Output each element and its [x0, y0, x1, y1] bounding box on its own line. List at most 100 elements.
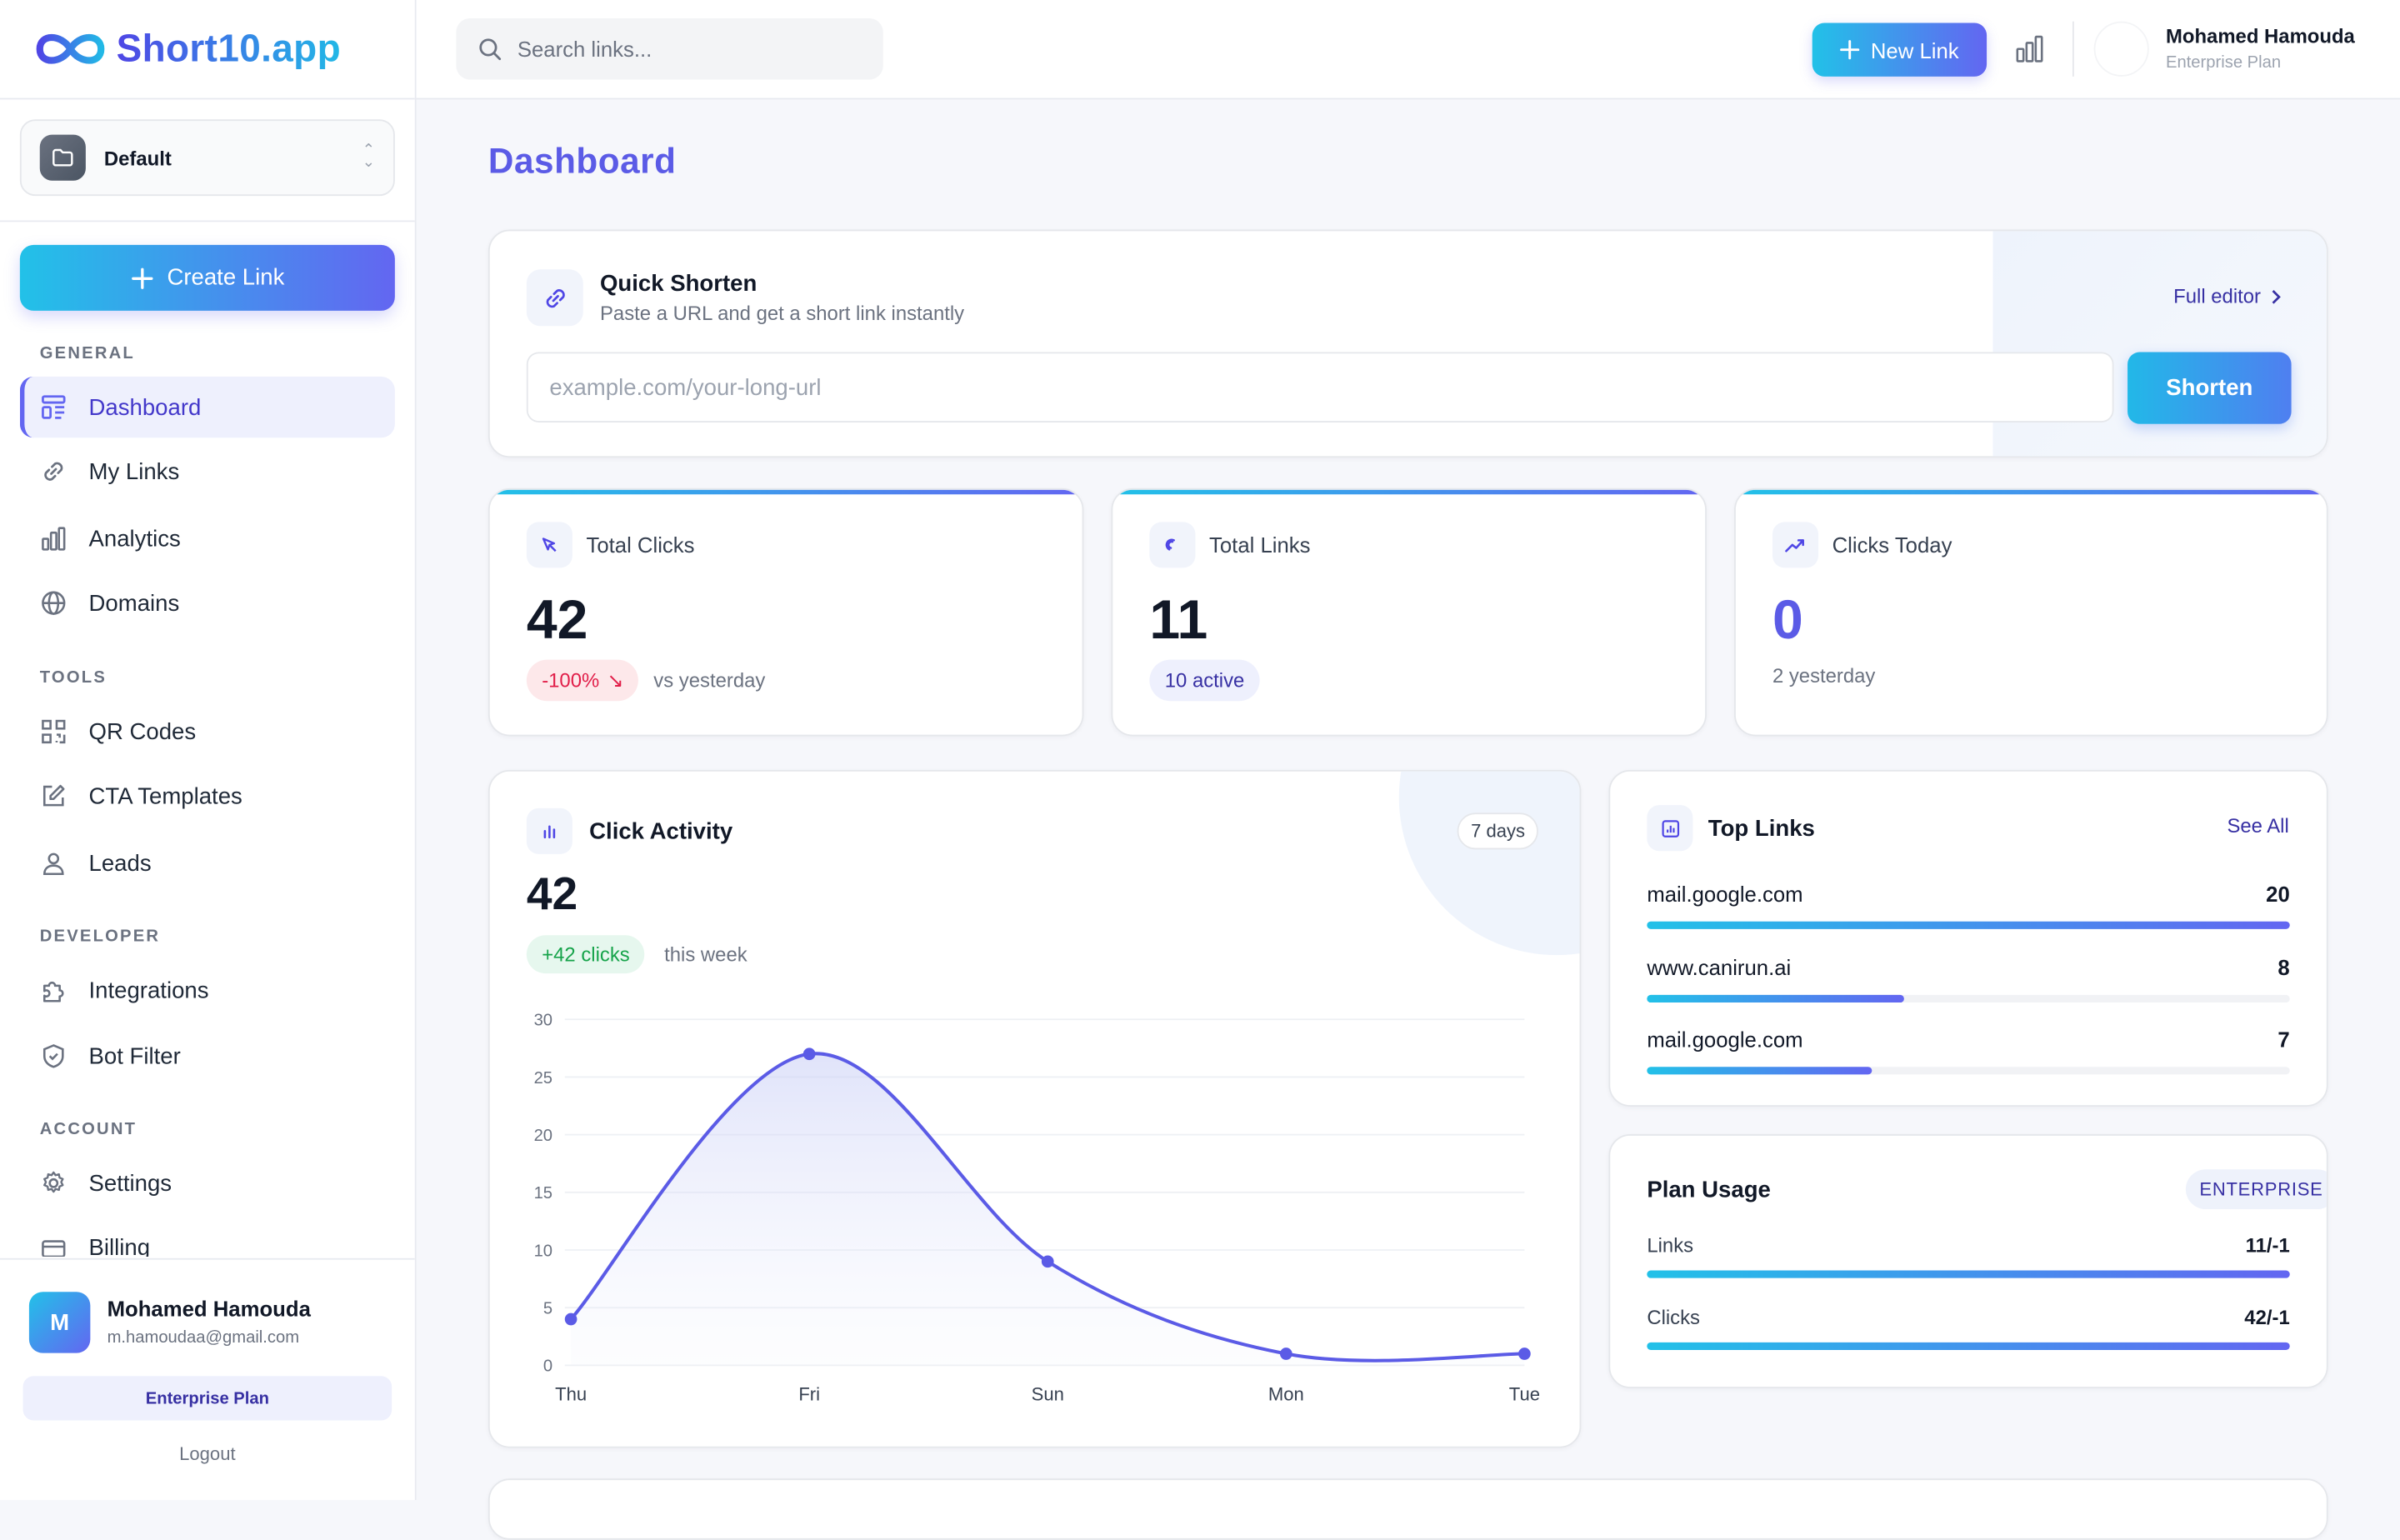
search-box[interactable] — [456, 18, 883, 80]
search-input[interactable] — [517, 37, 854, 62]
new-link-button[interactable]: New Link — [1812, 22, 1988, 77]
data-point — [1279, 1348, 1292, 1360]
x-tick-label: Tue — [1509, 1384, 1540, 1405]
change-value: -100% — [542, 668, 600, 692]
create-link-button[interactable]: Create Link — [19, 244, 395, 311]
quick-shorten-subtitle: Paste a URL and get a short link instant… — [599, 301, 965, 325]
plan-badge[interactable]: Enterprise Plan — [22, 1376, 392, 1421]
logout-link[interactable]: Logout — [179, 1443, 236, 1465]
active-badge: 10 active — [1149, 659, 1260, 702]
data-point — [564, 1312, 578, 1326]
divider — [0, 220, 415, 222]
sidebar-item-bot-filter[interactable]: Bot Filter — [20, 1026, 395, 1087]
bar-chart-icon[interactable] — [2014, 33, 2045, 72]
sidebar-item-dashboard[interactable]: Dashboard — [19, 376, 395, 438]
range-selector[interactable]: 7 days — [1457, 812, 1539, 850]
sidebar-item-billing[interactable]: Billing — [20, 1218, 395, 1257]
y-tick-label: 15 — [534, 1184, 552, 1202]
next-section-card — [488, 1478, 2328, 1540]
stat-label: Clicks Today — [1832, 532, 1952, 558]
top-link-clicks: 7 — [2278, 1027, 2290, 1052]
section-account: ACCOUNT — [39, 1120, 138, 1139]
infinity-icon — [36, 34, 105, 64]
workspace-label: Default — [103, 146, 172, 169]
sidebar-item-label: My Links — [88, 458, 180, 485]
click-activity-title: Click Activity — [589, 818, 733, 844]
sidebar-item-label: Leads — [88, 850, 152, 877]
click-activity-card: Click Activity 7 days 42 +42 clicks this… — [488, 769, 1582, 1448]
divider — [2072, 21, 2074, 77]
users-icon — [40, 849, 68, 877]
sidebar-item-label: Analytics — [88, 525, 181, 552]
avatar[interactable] — [2093, 21, 2149, 77]
stat-card-clicks-today: Clicks Today 0 2 yesterday — [1734, 488, 2328, 737]
decorative-circle — [1398, 771, 1580, 956]
accent-bar — [489, 489, 1082, 495]
sidebar-item-my-links[interactable]: My Links — [20, 441, 395, 502]
logo-text: Short10.app — [116, 27, 341, 70]
credit-card-icon — [40, 1235, 68, 1257]
sidebar-item-settings[interactable]: Settings — [20, 1152, 395, 1213]
progress-fill — [1647, 1067, 1872, 1075]
gear-icon — [40, 1169, 68, 1197]
sidebar-item-domains[interactable]: Domains — [20, 572, 395, 633]
plan-usage-title: Plan Usage — [1647, 1177, 1771, 1203]
sidebar-item-qr-codes[interactable]: QR Codes — [20, 701, 395, 762]
full-editor-label: Full editor — [2173, 284, 2261, 308]
top-header: New Link Mohamed Hamouda Enterprise Plan — [416, 0, 2400, 100]
stat-header: Clicks Today — [1772, 522, 1952, 568]
page-title: Dashboard — [488, 140, 677, 181]
stat-card-total-links: Total Links 11 10 active — [1111, 488, 1707, 737]
bar-chart-icon — [526, 808, 572, 854]
cursor-icon — [526, 522, 572, 568]
click-activity-total: 42 — [526, 869, 578, 920]
y-tick-label: 5 — [543, 1300, 552, 1318]
plan-usage-card: Plan Usage ENTERPRISE Links 11/-1 Clicks 42… — [1608, 1134, 2328, 1388]
sidebar-item-analytics[interactable]: Analytics — [20, 508, 395, 569]
usage-value: 42/-1 — [2244, 1305, 2290, 1329]
series-area — [571, 1053, 1525, 1366]
section-developer: DEVELOPER — [39, 928, 161, 947]
quick-shorten-card: Quick Shorten Paste a URL and get a shor… — [488, 229, 2328, 458]
header-user-name[interactable]: Mohamed Hamouda — [2165, 24, 2355, 48]
stat-note: vs yesterday — [653, 668, 766, 692]
sidebar-item-label: Dashboard — [88, 393, 202, 421]
progress-fill — [1647, 921, 2290, 929]
full-editor-link[interactable]: Full editor — [2173, 285, 2282, 308]
shorten-button[interactable]: Shorten — [2128, 352, 2292, 424]
url-input[interactable] — [526, 352, 2114, 422]
change-badge: -100% ↘ — [526, 659, 639, 702]
data-point — [802, 1048, 816, 1061]
logo[interactable]: Short10.app — [33, 24, 341, 73]
top-link-clicks: 8 — [2278, 955, 2290, 980]
qr-code-icon — [40, 718, 68, 745]
stat-card-total-clicks: Total Clicks 42 -100% ↘ vs yesterday — [488, 488, 1084, 737]
sidebar-user-panel: M Mohamed Hamouda m.hamoudaa@gmail.com E… — [0, 1258, 415, 1500]
see-all-link[interactable]: See All — [2227, 814, 2289, 838]
top-link-domain: mail.google.com — [1647, 1027, 1803, 1052]
sidebar-item-leads[interactable]: Leads — [20, 832, 395, 893]
shield-check-icon — [40, 1042, 68, 1070]
progress-fill — [1647, 1270, 2290, 1278]
top-links-card: Top Links See All mail.google.com 20 www.c… — [1608, 769, 2328, 1107]
workspace-selector[interactable]: Default ⌃ ⌄ — [19, 119, 395, 197]
progress-track — [1647, 1067, 2290, 1075]
sidebar-item-cta-templates[interactable]: CTA Templates — [20, 765, 395, 826]
series-line — [569, 1052, 1525, 1362]
avatar[interactable]: M — [28, 1292, 91, 1353]
stat-label: Total Links — [1209, 532, 1311, 558]
link-icon — [40, 458, 68, 485]
layout-icon — [40, 393, 68, 421]
y-tick-label: 25 — [534, 1069, 552, 1088]
quick-shorten-title: Quick Shorten — [599, 271, 758, 298]
progress-fill — [1647, 1342, 2290, 1350]
sidebar-item-integrations[interactable]: Integrations — [20, 960, 395, 1021]
progress-track — [1647, 921, 2290, 929]
sidebar-item-label: Domains — [88, 590, 180, 617]
sidebar-item-label: Integrations — [88, 977, 209, 1003]
x-tick-label: Fri — [798, 1384, 820, 1405]
x-tick-label: Thu — [555, 1384, 587, 1405]
stat-value: 42 — [526, 588, 588, 651]
progress-track — [1647, 1342, 2290, 1350]
